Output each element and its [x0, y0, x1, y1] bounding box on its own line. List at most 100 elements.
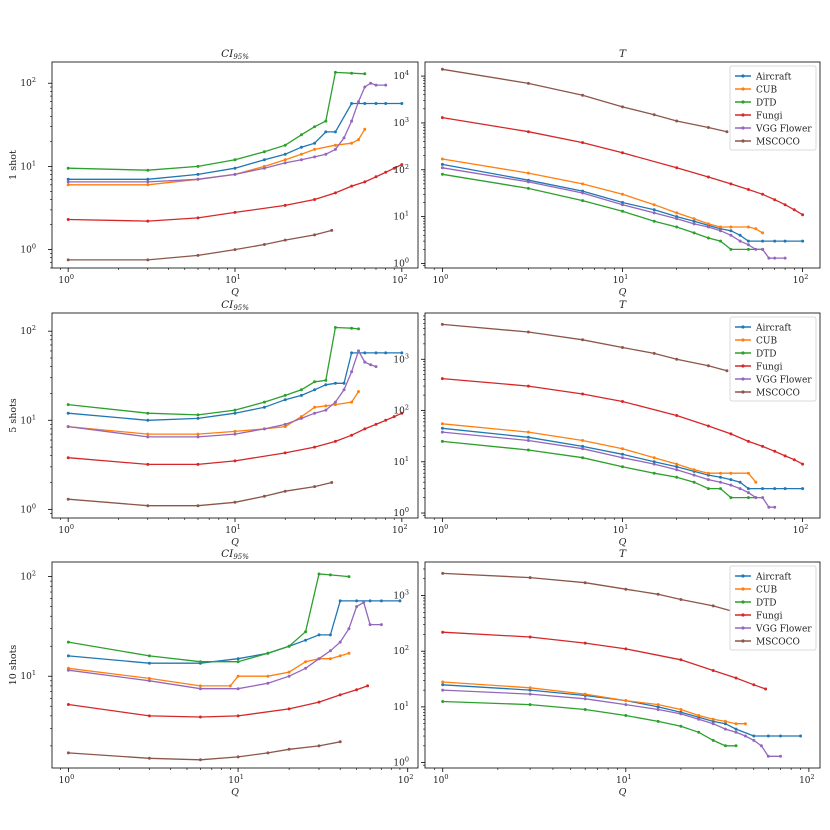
- data-point: [441, 700, 445, 703]
- data-point: [761, 444, 765, 448]
- data-point: [66, 751, 70, 755]
- data-point: [725, 369, 729, 373]
- data-point: [304, 666, 308, 670]
- data-point: [198, 684, 202, 688]
- series-fungi: [66, 411, 404, 466]
- data-point: [583, 581, 587, 585]
- data-point: [350, 326, 354, 330]
- series-cub: [440, 157, 765, 235]
- data-point: [440, 162, 444, 166]
- data-point: [146, 258, 150, 262]
- data-point: [675, 414, 679, 417]
- data-point: [711, 604, 715, 608]
- series-line: [442, 427, 803, 490]
- data-point: [621, 456, 624, 460]
- series-line: [442, 167, 786, 259]
- data-point: [729, 182, 733, 186]
- data-point: [363, 72, 367, 76]
- x-axis-label: Q: [231, 287, 239, 298]
- data-point: [374, 351, 378, 355]
- data-point: [761, 239, 765, 243]
- data-point: [754, 247, 758, 251]
- y-tick-label: 104: [393, 69, 409, 82]
- data-point: [656, 708, 660, 711]
- data-point: [652, 351, 656, 355]
- series-dtd: [66, 326, 360, 417]
- data-point: [328, 573, 332, 577]
- data-point: [734, 744, 738, 748]
- data-point: [675, 166, 679, 170]
- data-point: [333, 439, 337, 443]
- y-tick-label: 100: [20, 502, 36, 515]
- legend-label: Aircraft: [755, 573, 792, 583]
- x-tick-label: 102: [398, 773, 414, 786]
- series-vgg-flower: [66, 349, 378, 439]
- data-point: [400, 351, 404, 355]
- data-point: [400, 411, 404, 415]
- legend-marker: [741, 626, 745, 630]
- data-point: [363, 351, 367, 355]
- data-point: [679, 598, 683, 601]
- data-point: [652, 219, 656, 223]
- data-point: [729, 432, 733, 436]
- data-point: [528, 692, 532, 696]
- series-line: [68, 71, 365, 171]
- y-tick-label: 101: [20, 159, 36, 172]
- data-point: [233, 500, 237, 504]
- legend-marker: [741, 587, 745, 591]
- data-point: [313, 445, 317, 449]
- data-point: [262, 243, 266, 246]
- x-tick-label: 102: [793, 273, 809, 286]
- data-point: [692, 473, 696, 477]
- data-point: [304, 638, 308, 642]
- data-point: [324, 378, 328, 382]
- data-point: [338, 693, 342, 697]
- data-point: [679, 708, 683, 711]
- data-point: [363, 427, 367, 431]
- data-point: [313, 233, 317, 237]
- data-point: [746, 439, 750, 443]
- data-point: [440, 322, 444, 326]
- data-point: [384, 170, 388, 174]
- data-point: [233, 432, 237, 436]
- x-tick-label: 100: [58, 273, 74, 286]
- data-point: [147, 661, 151, 665]
- data-point: [621, 201, 624, 204]
- data-point: [328, 657, 332, 661]
- data-point: [333, 403, 337, 407]
- data-point: [692, 468, 696, 472]
- data-point: [66, 654, 70, 658]
- data-point: [783, 487, 787, 491]
- subplot-5: 100 101 102 101 102 CI95% Q 10 shots: [8, 548, 419, 798]
- series-line: [442, 158, 763, 234]
- data-point: [357, 349, 360, 353]
- data-point: [146, 432, 150, 436]
- data-point: [675, 119, 679, 123]
- data-point: [236, 657, 240, 661]
- data-point: [313, 147, 317, 151]
- y-tick-label: 102: [393, 644, 409, 657]
- data-point: [400, 102, 404, 105]
- data-point: [719, 225, 722, 229]
- data-point: [746, 239, 750, 243]
- legend-label: CUB: [756, 586, 777, 596]
- data-point: [581, 392, 585, 396]
- x-tick-label: 102: [392, 273, 408, 286]
- y-tick-label: 103: [393, 116, 409, 129]
- data-point: [374, 175, 378, 179]
- series-fungi: [66, 163, 404, 223]
- data-point: [313, 485, 317, 489]
- data-point: [692, 222, 696, 226]
- data-point: [313, 411, 317, 415]
- legend-marker: [741, 113, 745, 117]
- data-point: [146, 168, 150, 172]
- data-point: [146, 219, 150, 223]
- data-point: [706, 225, 710, 229]
- data-point: [621, 105, 624, 109]
- data-point: [266, 751, 270, 755]
- series-fungi: [441, 630, 768, 691]
- data-point: [324, 130, 328, 134]
- x-tick-label: 101: [225, 523, 241, 536]
- data-point: [773, 198, 777, 202]
- series-line: [442, 323, 728, 372]
